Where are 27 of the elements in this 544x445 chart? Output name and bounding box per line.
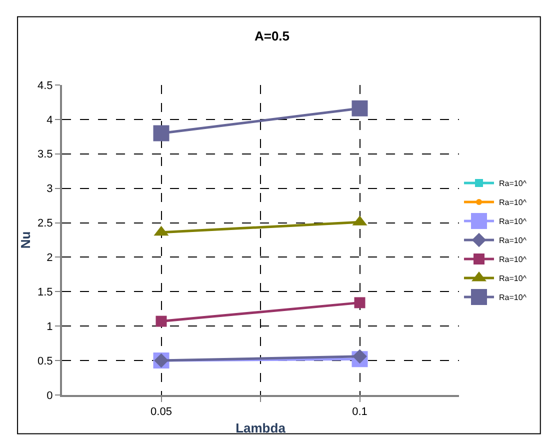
y-tick-label: 1.5 xyxy=(38,286,53,299)
legend-label: Ra=10^ xyxy=(499,217,527,226)
y-tick-label: 0 xyxy=(46,390,53,402)
legend-label: Ra=10^ xyxy=(499,179,527,188)
x-axis-title: Lambda xyxy=(236,420,286,436)
chart-title: A=0.5 xyxy=(254,28,290,44)
point xyxy=(354,297,366,308)
y-tick-label: 1 xyxy=(46,320,53,333)
y-tick-label: 2.5 xyxy=(38,218,53,230)
y-tick-label: 3.5 xyxy=(38,148,53,161)
legend-label: Ra=10^ xyxy=(499,274,527,284)
legend-label: Ra=10^ xyxy=(499,293,527,302)
y-tick-label: 3 xyxy=(46,183,53,196)
point xyxy=(352,349,367,364)
point xyxy=(153,125,170,142)
y-tick-label: 4 xyxy=(46,114,53,126)
legend-label: Ra=10^ xyxy=(499,236,527,246)
y-tick-label: 0.5 xyxy=(38,355,53,368)
point xyxy=(156,316,167,327)
y-tick-label: 4.5 xyxy=(38,80,53,92)
legend-label: Ra=10^ xyxy=(499,198,527,208)
legend-label: Ra=10^ xyxy=(499,255,527,264)
point xyxy=(352,100,368,116)
x-tick-label: 0.05 xyxy=(150,406,172,418)
y-axis-title: Nu xyxy=(18,231,33,249)
y-tick-label: 2 xyxy=(46,252,53,264)
x-tick-label: 0.1 xyxy=(352,406,368,418)
